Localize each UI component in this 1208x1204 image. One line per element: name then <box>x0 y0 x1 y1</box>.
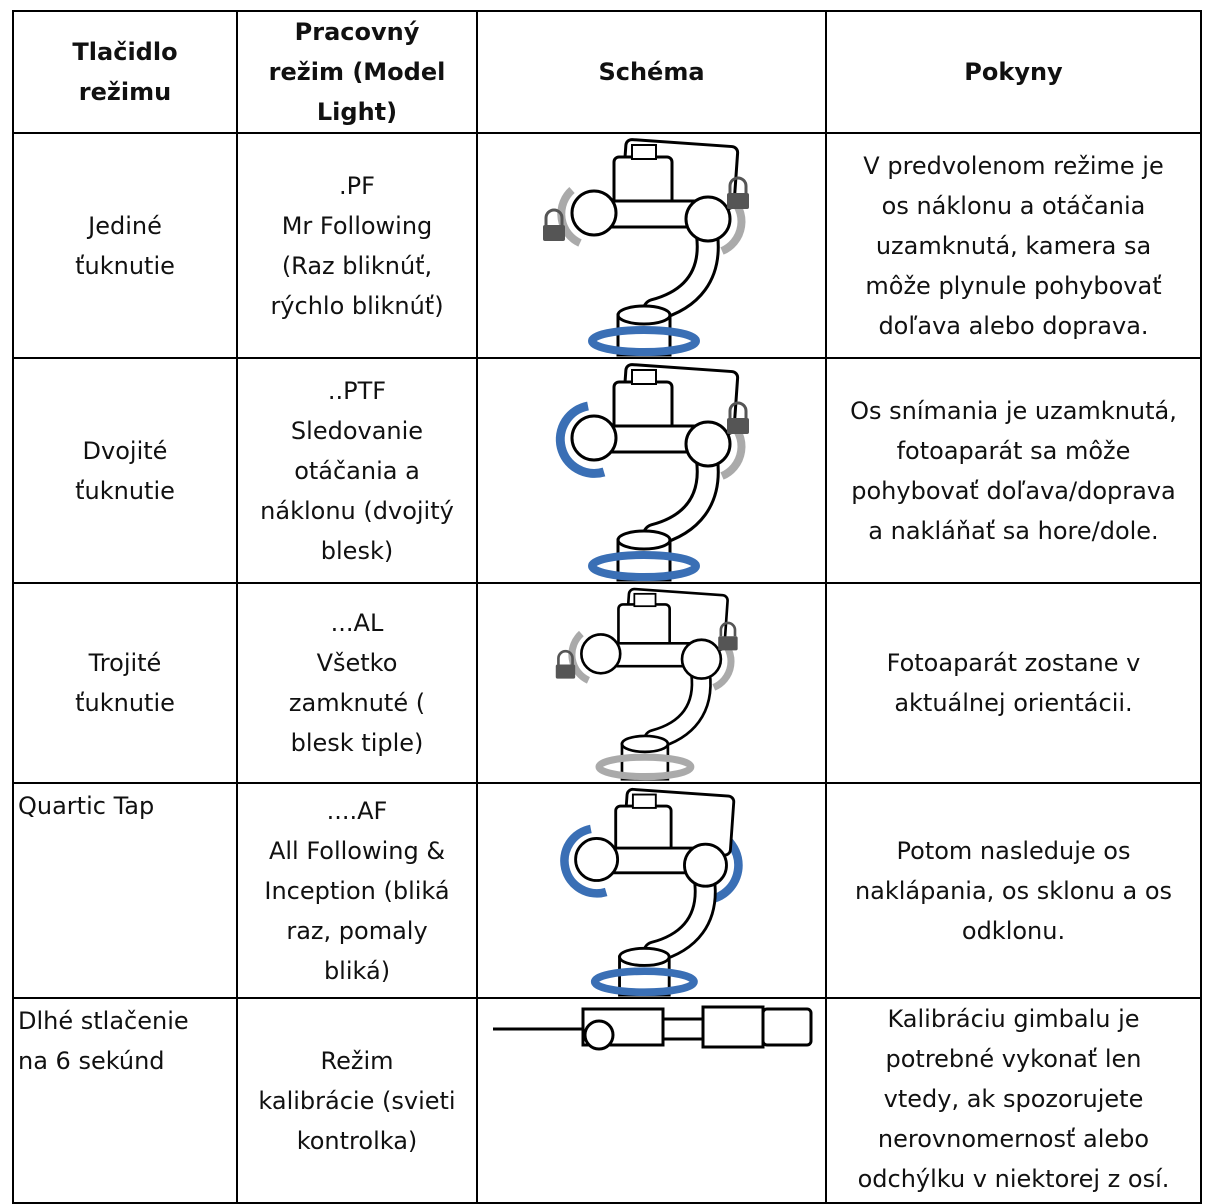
header-cell: Pracovný režim (Model Light) <box>236 10 478 134</box>
header-cell: Tlačidlo režimu <box>12 10 238 134</box>
row: Jediné ťuknutie .PF Mr Following (Raz blikn… <box>12 132 1202 359</box>
button-cell: Trojité ťuknutie <box>12 582 238 784</box>
row: Dvojité ťuknutie ..PTF Sledovanie otáčania … <box>12 357 1202 584</box>
cell-text: Mr Following <box>281 211 433 240</box>
button-cell: Jediné ťuknutie <box>12 132 238 359</box>
cell-text: môže plynule pohybovať <box>865 271 1162 300</box>
cell-text: vtedy, ak spozorujete <box>883 1085 1144 1113</box>
cell-text: na 6 sekúnd <box>18 1047 165 1075</box>
instructions-cell: Fotoaparát zostane v aktuálnej orientácii… <box>825 582 1202 784</box>
button-cell: Quartic Tap <box>12 782 238 999</box>
cell-text: Všetko <box>316 649 398 677</box>
cell-text: All Following & <box>268 836 446 865</box>
cell-text: Pokyny <box>964 58 1063 86</box>
cell-text: kalibrácie (svieti <box>258 1086 456 1115</box>
cell-text: V predvolenom režime je <box>863 151 1164 180</box>
gimbal-flat-diagram <box>492 1005 812 1051</box>
button-cell: Dlhé stlačenie na 6 sekúnd <box>12 997 238 1204</box>
cell-text: Quartic Tap <box>18 792 155 820</box>
cell-text: pohybovať doľava/doprava <box>851 476 1176 505</box>
instructions-cell: Potom nasleduje os naklápania, os sklonu … <box>825 782 1202 999</box>
cell-text: Potom nasleduje os <box>896 836 1131 865</box>
mode-cell: .PF Mr Following (Raz bliknúť, rýchlo blikn… <box>236 132 478 359</box>
gimbal-diagram <box>553 585 739 781</box>
mode-cell: ...AL Všetko zamknuté ( blesk tiple) <box>236 582 478 784</box>
row: Dlhé stlačenie na 6 sekúnd Režim kalibráci… <box>12 997 1202 1204</box>
cell-text: bliká) <box>323 956 391 985</box>
cell-text: a nakláňať sa hore/dole. <box>868 516 1159 545</box>
cell-text: potrebné vykonať len <box>885 1045 1142 1073</box>
cell-text: os náklonu a otáčania <box>881 191 1146 220</box>
mode-cell: ....AF All Following & Inception (bliká raz… <box>236 782 478 999</box>
cell-text: Schéma <box>598 58 705 86</box>
cell-text: otáčania a <box>294 456 420 485</box>
cell-text: Kalibráciu gimbalu je <box>887 1005 1140 1033</box>
cell-text: Light) <box>316 98 398 126</box>
cell-text: fotoaparát sa môže <box>896 436 1131 465</box>
cell-text: kontrolka) <box>296 1126 418 1155</box>
button-cell: Dvojité ťuknutie <box>12 357 238 584</box>
cell-text: blesk tiple) <box>290 729 424 757</box>
mode-cell: ..PTF Sledovanie otáčania a náklonu (dvojit… <box>236 357 478 584</box>
cell-text: naklápania, os sklonu a os <box>854 876 1173 905</box>
gimbal-diagram <box>555 360 750 582</box>
cell-text: režimu <box>78 78 172 106</box>
row: Trojité ťuknutie ...AL Všetko zamknuté ( ble… <box>12 582 1202 784</box>
cell-text: ťuknutie <box>75 251 175 280</box>
cell-text: odklonu. <box>961 916 1066 945</box>
header-cell: Pokyny <box>825 10 1202 134</box>
header-cell: Schéma <box>476 10 827 134</box>
cell-text: Pracovný <box>294 18 420 46</box>
cell-text: Trojité <box>88 649 162 677</box>
cell-text: náklonu (dvojitý <box>260 496 454 525</box>
cell-text: raz, pomaly <box>286 916 428 945</box>
cell-text: nerovnomernosť alebo <box>877 1125 1150 1153</box>
header-row: Tlačidlo režimu Pracovný režim (Model Light… <box>12 10 1202 134</box>
gimbal-diagram <box>541 135 750 357</box>
schema-cell <box>476 782 827 999</box>
instructions-cell: V predvolenom režime je os náklonu a otáč… <box>825 132 1202 359</box>
cell-text: Fotoaparát zostane v <box>886 649 1141 677</box>
schema-cell <box>476 357 827 584</box>
cell-text: Tlačidlo <box>72 38 178 66</box>
mode-cell: Režim kalibrácie (svieti kontrolka) <box>236 997 478 1204</box>
cell-text: .PF <box>339 171 375 200</box>
cell-text: uzamknutá, kamera sa <box>875 231 1152 260</box>
cell-text: režim (Model <box>268 58 446 86</box>
instructions-cell: Os snímania je uzamknutá, fotoaparát sa m… <box>825 357 1202 584</box>
row: Quartic Tap ....AF All Following & Incepti… <box>12 782 1202 999</box>
cell-text: Režim <box>320 1046 394 1075</box>
cell-text: ťuknutie <box>75 689 175 717</box>
cell-text: ...AL <box>330 609 384 637</box>
cell-text: doľava alebo doprava. <box>878 311 1149 340</box>
gimbal-diagram <box>559 785 767 997</box>
cell-text: ..PTF <box>327 376 387 405</box>
cell-text: Jediné <box>88 211 162 240</box>
cell-text: Inception (bliká <box>264 876 450 905</box>
schema-cell <box>476 997 827 1204</box>
cell-text: ....AF <box>326 796 388 825</box>
schema-cell <box>476 132 827 359</box>
cell-text: Sledovanie <box>290 416 424 445</box>
cell-text: rýchlo bliknúť) <box>270 291 444 320</box>
cell-text: ťuknutie <box>75 476 175 505</box>
cell-text: Dvojité <box>82 436 168 465</box>
instructions-cell: Kalibráciu gimbalu je potrebné vykonať le… <box>825 997 1202 1204</box>
cell-text: aktuálnej orientácii. <box>894 689 1133 717</box>
cell-text: Os snímania je uzamknutá, <box>850 396 1177 425</box>
cell-text: odchýlku v niektorej z osí. <box>857 1165 1170 1193</box>
mode-table: Tlačidlo režimu Pracovný režim (Model Light… <box>12 10 1202 1204</box>
cell-text: zamknuté ( <box>288 689 426 717</box>
cell-text: blesk) <box>320 536 394 565</box>
schema-cell <box>476 582 827 784</box>
cell-text: (Raz bliknúť, <box>281 251 433 280</box>
cell-text: Dlhé stlačenie <box>18 1007 189 1035</box>
